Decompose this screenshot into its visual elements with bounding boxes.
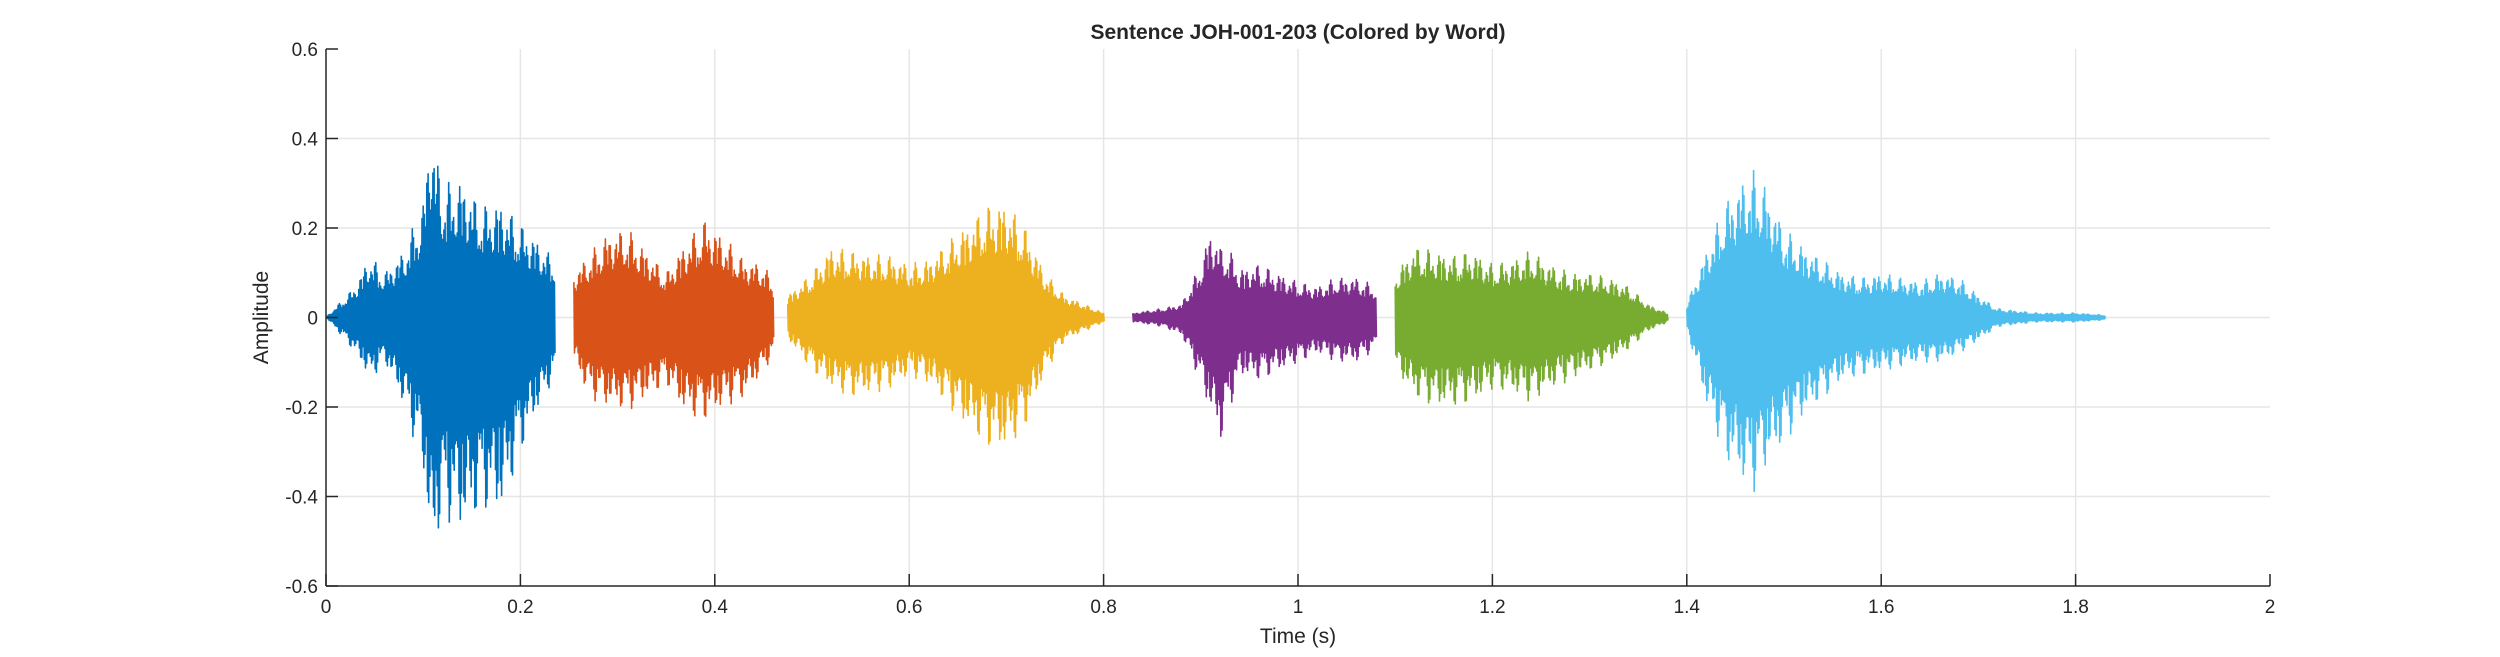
chart-title: Sentence JOH-001-203 (Colored by Word) (1090, 21, 1505, 44)
word-waveform-2 (573, 222, 775, 417)
x-tick-label: 0.4 (702, 597, 729, 618)
x-tick-label: 1.6 (1868, 597, 1894, 618)
x-tick-labels: 0 0.2 0.4 0.6 0.8 1 1.2 1.4 1.6 1.8 2 (321, 597, 2276, 618)
axes (325, 48, 2271, 587)
y-tick-label: -0.4 (285, 488, 318, 509)
x-tick-label: 1.8 (2062, 597, 2088, 618)
x-tick-label: 1 (1293, 597, 1304, 618)
x-tick-label: 0.2 (507, 597, 533, 618)
x-tick-label: 2 (2265, 597, 2276, 618)
x-tick-label: 1.4 (1674, 597, 1701, 618)
x-tick-label: 1.2 (1479, 597, 1505, 618)
word-waveform-4 (1132, 240, 1378, 437)
word-waveform-5 (1394, 249, 1669, 405)
y-tick-label: -0.6 (285, 577, 318, 598)
x-tick-label: 0.6 (896, 597, 922, 618)
x-axis-label: Time (s) (1260, 625, 1336, 648)
x-tick-label: 0 (321, 597, 332, 618)
y-axis-label: Amplitude (250, 271, 273, 364)
y-tick-label: 0 (307, 309, 318, 330)
y-tick-label: -0.2 (285, 398, 318, 419)
x-tick-label: 0.8 (1090, 597, 1116, 618)
y-tick-labels: -0.6 -0.4 -0.2 0 0.2 0.4 0.6 (285, 40, 318, 598)
word-waveform-6 (1686, 169, 2107, 493)
waveform-series (325, 165, 2107, 529)
y-tick-label: 0.4 (292, 130, 319, 151)
word-waveform-3 (786, 207, 1105, 445)
y-tick-label: 0.6 (292, 40, 318, 61)
y-tick-label: 0.2 (292, 219, 318, 240)
word-waveform-1 (325, 165, 556, 529)
